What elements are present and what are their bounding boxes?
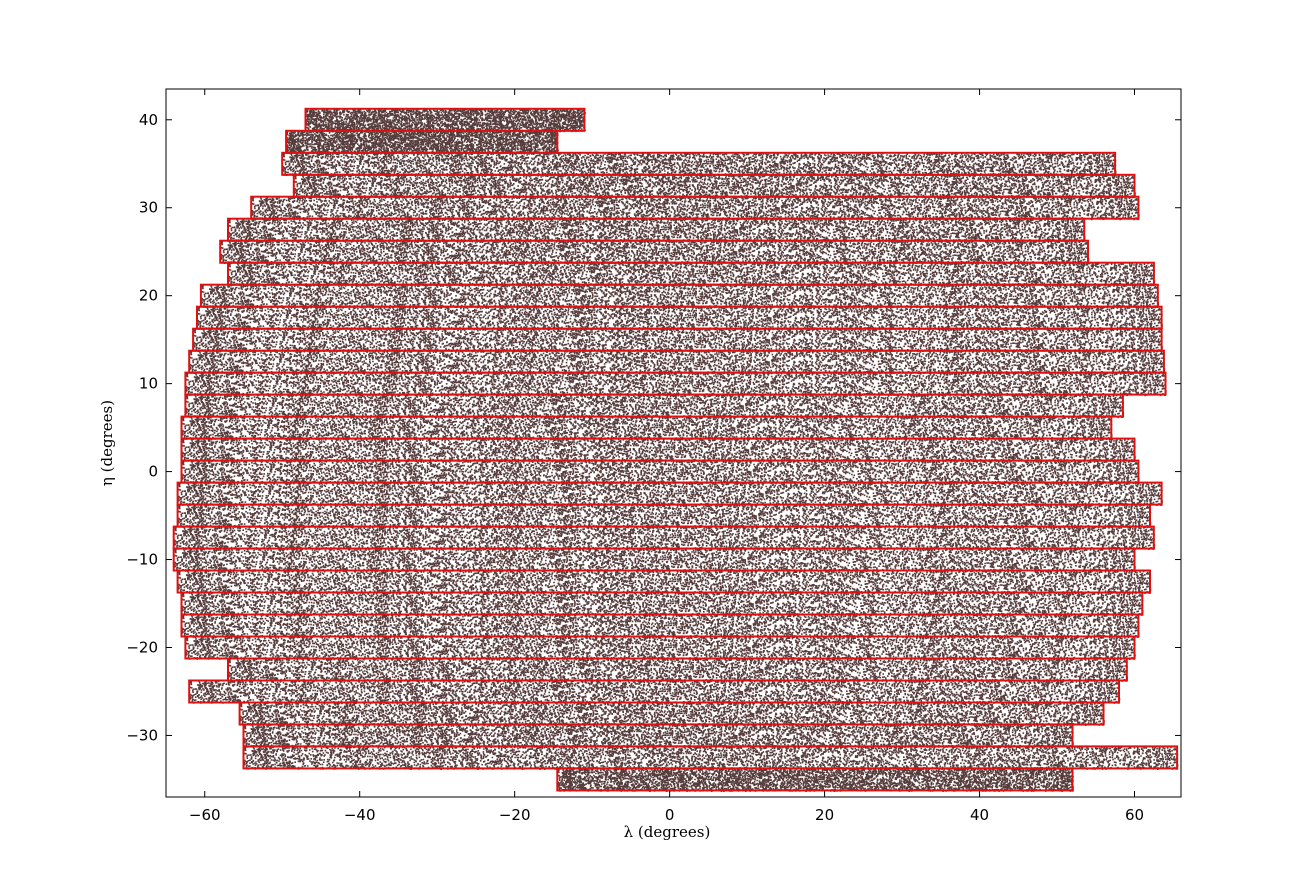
- stripe-points-7: [228, 262, 1156, 287]
- y-tick-label: −10: [126, 551, 158, 569]
- y-tick-label: 30: [139, 199, 158, 217]
- stripe-points-22: [181, 592, 1144, 617]
- x-axis: −60 −40 −20 0 20 40 60: [189, 89, 1144, 824]
- stripe-points-4: [251, 196, 1140, 221]
- stripe-points-29: [243, 746, 1179, 770]
- stripe-points-10: [193, 328, 1163, 353]
- x-tick-label: −20: [499, 806, 531, 824]
- y-tick-label: −30: [126, 726, 158, 744]
- x-tick-label: −60: [189, 806, 221, 824]
- stripe-points-19: [173, 526, 1156, 551]
- x-axis-label: λ (degrees): [624, 823, 711, 841]
- survey-stripes: [172, 107, 1179, 792]
- plot-area-frame: [165, 88, 1182, 798]
- y-axis-label: η (degrees): [98, 400, 116, 486]
- y-tick-label: 20: [139, 287, 158, 305]
- stripe-points-20: [173, 548, 1136, 573]
- stripe-points-25: [228, 658, 1128, 683]
- stripe-points-11: [189, 350, 1166, 375]
- x-tick-label: 40: [970, 806, 989, 824]
- y-tick-label: −20: [126, 638, 158, 656]
- y-tick-label: 0: [148, 463, 158, 481]
- stripe-points-27: [239, 702, 1105, 726]
- stripe-points-17: [177, 482, 1163, 507]
- stripe-points-26: [189, 680, 1121, 705]
- stripe-points-8: [200, 284, 1159, 309]
- stripe-outline-30: [556, 767, 1074, 792]
- stripe-points-2: [282, 152, 1117, 177]
- stripe-points-21: [177, 570, 1152, 595]
- stripe-points-3: [293, 174, 1136, 199]
- stripe-points-9: [197, 306, 1163, 331]
- x-tick-label: 20: [815, 806, 834, 824]
- y-tick-label: 40: [139, 111, 158, 129]
- stripe-points-15: [181, 438, 1136, 463]
- x-tick-label: 0: [665, 806, 675, 824]
- stripe-points-16: [181, 460, 1140, 485]
- stripe-points-30: [557, 768, 1074, 792]
- stripe-points-5: [228, 218, 1086, 243]
- stripe-points-1: [286, 130, 559, 155]
- stripe-points-6: [220, 240, 1090, 265]
- stripe-points-28: [243, 724, 1074, 748]
- stripe-points-13: [185, 394, 1125, 419]
- stripe-points-24: [185, 636, 1136, 661]
- stripe-points-18: [177, 504, 1152, 529]
- galaxy-points: [173, 108, 1179, 792]
- stripe-points-14: [181, 416, 1113, 441]
- x-tick-label: −40: [344, 806, 376, 824]
- y-axis: −30 −20 −10 0 10 20 30 40: [126, 111, 1181, 744]
- x-tick-label: 60: [1125, 806, 1144, 824]
- y-tick-label: 10: [139, 375, 158, 393]
- stripe-points-12: [185, 372, 1167, 397]
- stripe-points-0: [305, 108, 586, 133]
- stripe-points-23: [181, 614, 1140, 639]
